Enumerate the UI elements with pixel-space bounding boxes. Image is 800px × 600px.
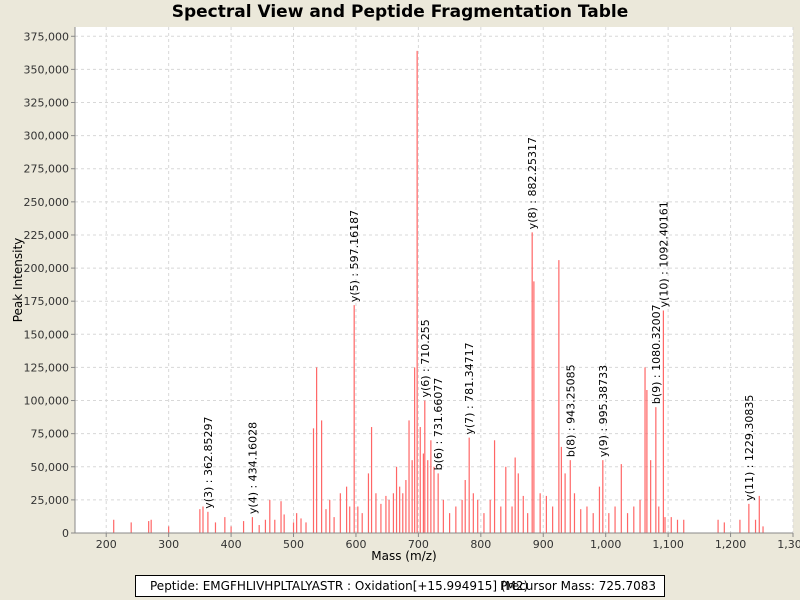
x-tick-label: 1,200 — [715, 538, 747, 551]
x-tick-label: 1,000 — [590, 538, 622, 551]
y-tick-label: 25,000 — [31, 494, 70, 507]
y-tick-label: 150,000 — [24, 328, 70, 341]
peptide-info-box: Peptide: EMGFHLIVHPLTALYASTR : Oxidation… — [135, 575, 665, 597]
annotations: y(3) : 362.85297 y(4) : 434.16028 y(5) : 5… — [202, 137, 756, 514]
y-tick-label: 0 — [62, 527, 69, 540]
fragment-label: y(3) : 362.85297 — [202, 417, 215, 509]
y-tick-label: 50,000 — [31, 461, 70, 474]
x-tick-label: 800 — [470, 538, 491, 551]
y-tick-label: 125,000 — [24, 361, 70, 374]
y-tick-label: 325,000 — [24, 97, 70, 110]
x-tick-label: 900 — [533, 538, 554, 551]
y-tick-label: 200,000 — [24, 262, 70, 275]
chart-title: Spectral View and Peptide Fragmentation … — [171, 2, 629, 22]
y-tick-label: 75,000 — [31, 428, 70, 441]
x-tick-label: 700 — [408, 538, 429, 551]
x-tick-label: 400 — [221, 538, 242, 551]
precursor-mass-text: Precursor Mass: 725.7083 — [500, 579, 656, 593]
y-tick-label: 300,000 — [24, 130, 70, 143]
fragment-label: y(5) : 597.16187 — [348, 210, 361, 302]
fragment-label: b(8) : 943.25085 — [564, 364, 577, 457]
fragment-label: y(6) : 710.255 — [419, 319, 432, 397]
fragment-label: y(9) : 995.38733 — [597, 365, 610, 457]
y-axis-label: Peak Intensity — [11, 238, 25, 323]
y-tick-label: 175,000 — [24, 295, 70, 308]
y-tick-label: 225,000 — [24, 229, 70, 242]
x-axis-label: Mass (m/z) — [371, 549, 436, 563]
plot-area — [75, 27, 793, 533]
y-tick-label: 275,000 — [24, 163, 70, 176]
peaks — [113, 50, 764, 533]
y-tick-label: 250,000 — [24, 196, 70, 209]
y-tick-label: 100,000 — [24, 395, 70, 408]
grid — [75, 27, 794, 533]
fragment-label: b(6) : 731.66077 — [432, 378, 445, 471]
x-tick-label: 1,100 — [652, 538, 684, 551]
x-tick-label: 200 — [96, 538, 117, 551]
x-tick-label: 600 — [345, 538, 366, 551]
x-tick-label: 1,300 — [777, 538, 800, 551]
fragment-label: y(11) : 1229.30835 — [743, 395, 756, 501]
peptide-text: Peptide: EMGFHLIVHPLTALYASTR : Oxidation… — [150, 579, 529, 593]
fragment-label: b(9) : 1080.32007 — [650, 304, 663, 404]
fragment-label: y(4) : 434.16028 — [246, 422, 259, 514]
x-tick-label: 300 — [158, 538, 179, 551]
y-tick-label: 350,000 — [24, 63, 70, 76]
fragment-label: y(7) : 781.34717 — [463, 342, 476, 434]
y-tick-label: 375,000 — [24, 30, 70, 43]
axes: 0 25,000 50,000 75,000 100,000 125,000 150,000… — [24, 27, 800, 551]
fragment-label: y(8) : 882.25317 — [526, 137, 539, 229]
fragment-label: y(10) : 1092.40161 — [657, 201, 670, 307]
x-tick-label: 500 — [283, 538, 304, 551]
